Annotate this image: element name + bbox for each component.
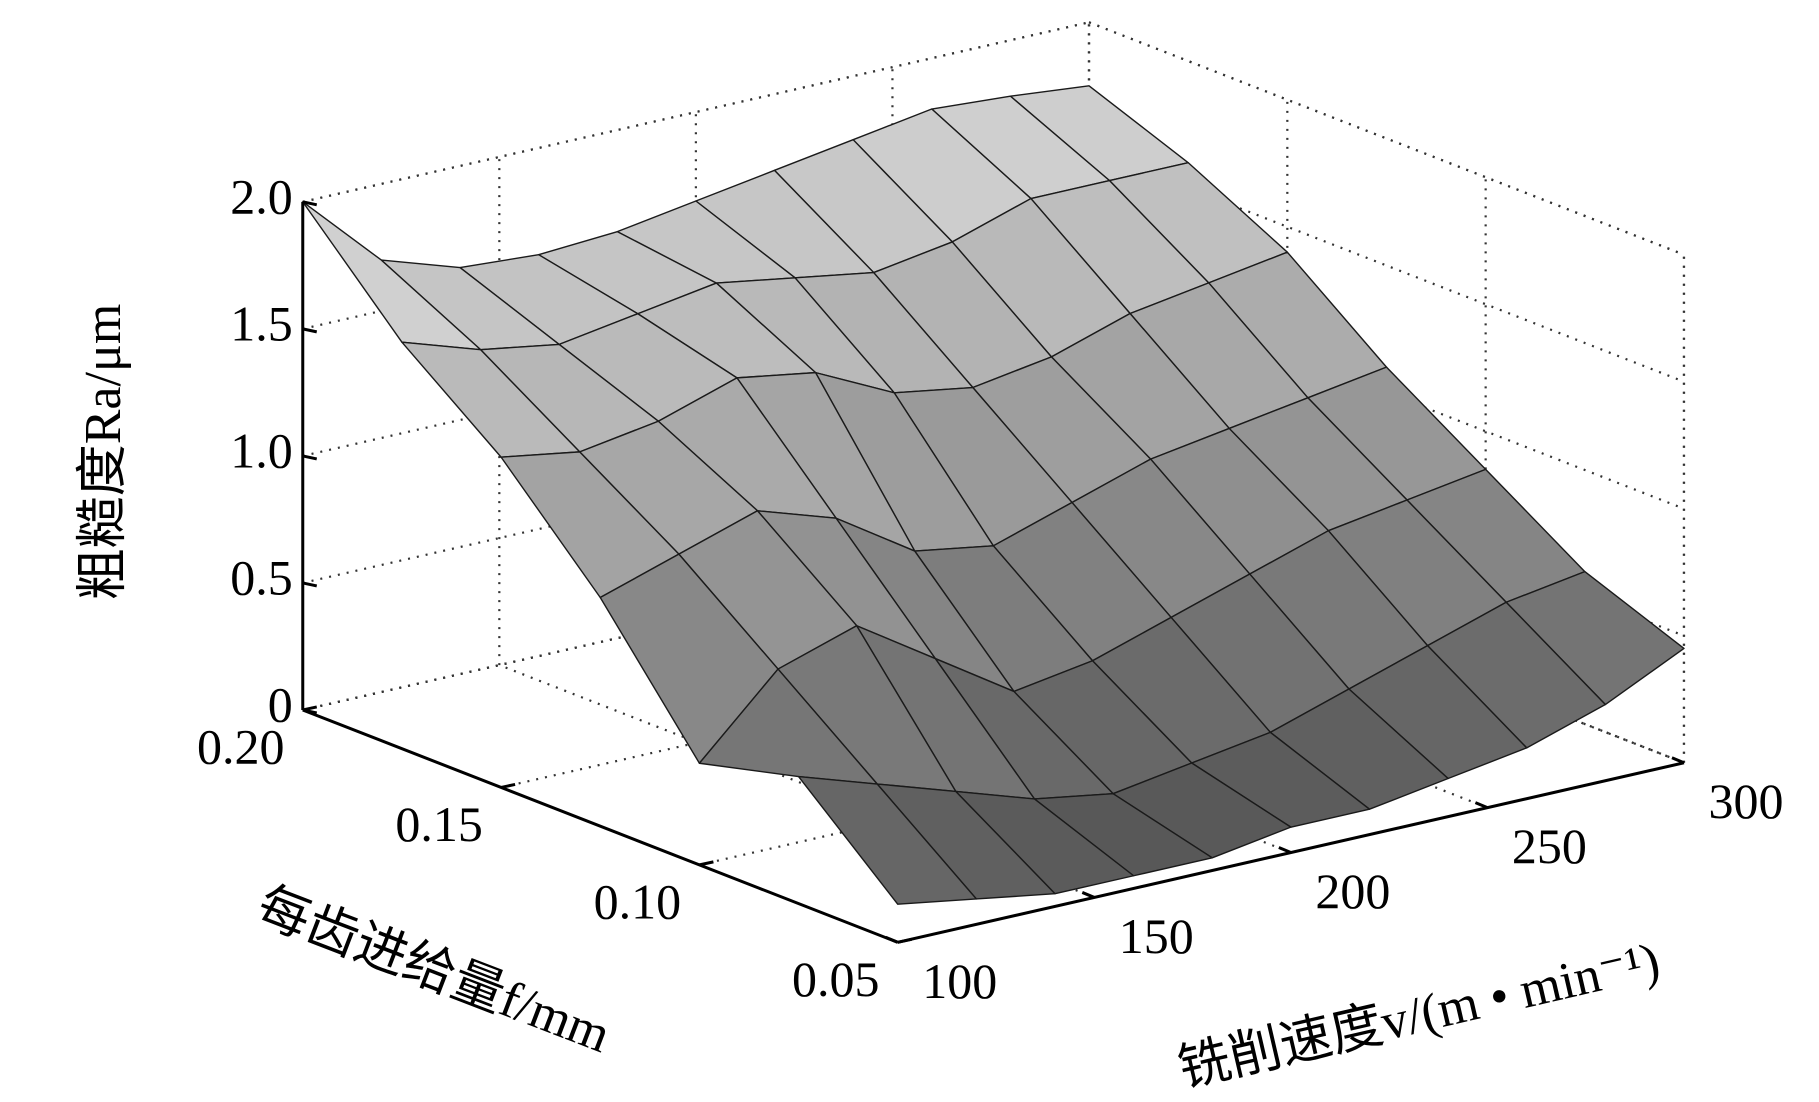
surface-layer <box>302 85 1685 905</box>
y-tick-label: 0.05 <box>792 951 880 1007</box>
z-tick-label: 2.0 <box>230 168 293 224</box>
z-tick-label: 1.0 <box>230 422 293 478</box>
grid-line <box>1088 529 1685 764</box>
tick-mark <box>500 782 516 789</box>
x-tick-label: 150 <box>1119 908 1194 964</box>
z-tick-label: 0.5 <box>230 549 293 605</box>
tick-mark <box>302 581 318 588</box>
grid-line <box>1088 148 1685 383</box>
x-tick-label: 300 <box>1708 773 1783 829</box>
axes-layer: 0 0.5 1.0 1.5 2.0 0.05 0.10 0.15 0.20 100 150 200 25… <box>197 168 1783 1008</box>
x-tick-label: 100 <box>922 953 997 1009</box>
tick-mark <box>302 327 318 334</box>
y-axis-label: 每齿进给量f/mm <box>249 877 617 1064</box>
tick-mark <box>885 935 899 944</box>
tick-mark <box>897 937 913 944</box>
x-tick-label: 250 <box>1512 818 1587 874</box>
tick-mark <box>1474 801 1488 810</box>
surface-patch <box>797 775 978 905</box>
tick-mark <box>699 860 714 867</box>
tick-mark <box>1278 846 1292 854</box>
tick-mark <box>302 705 318 712</box>
grid-line <box>498 664 1095 899</box>
grid-line <box>1088 275 1685 510</box>
z-axis-label: 粗糙度Ra/μm <box>75 304 132 601</box>
y-axis <box>302 708 899 944</box>
tick-mark <box>302 454 318 461</box>
y-tick-label: 0.10 <box>594 873 682 929</box>
x-axis-label: 铣削速度v/(m • min⁻¹) <box>1173 932 1665 1098</box>
x-tick-label: 200 <box>1315 863 1390 919</box>
tick-mark <box>302 200 318 207</box>
tick-mark <box>1671 756 1685 765</box>
z-tick-label: 1.5 <box>230 295 293 351</box>
tick-mark <box>1081 891 1095 899</box>
z-tick-label: 0 <box>268 676 293 732</box>
grid-line <box>1088 21 1685 256</box>
y-tick-label: 0.15 <box>395 796 483 852</box>
y-tick-label: 0.20 <box>197 718 285 774</box>
